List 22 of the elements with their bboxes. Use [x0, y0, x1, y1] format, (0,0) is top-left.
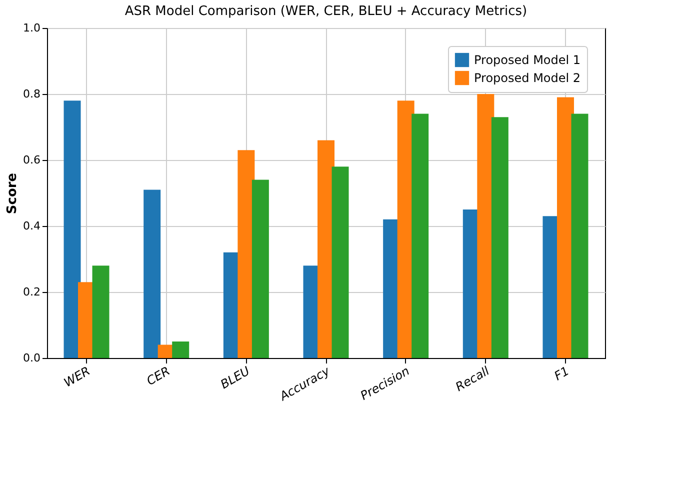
bar — [571, 114, 588, 358]
bar — [64, 100, 81, 358]
y-tick-label: 0.6 — [23, 154, 40, 166]
y-tick-label: 0.8 — [23, 88, 40, 100]
chart-title: ASR Model Comparison (WER, CER, BLEU + Accuracy Metrics) — [124, 4, 528, 19]
bar — [252, 180, 269, 358]
x-tick-label: WER — [61, 364, 93, 390]
bar — [92, 266, 110, 358]
bar — [491, 117, 508, 358]
y-tick-label: 0.0 — [23, 352, 40, 364]
bar — [172, 342, 190, 358]
y-tick-label: 1.0 — [23, 22, 40, 34]
y-tick-label: 0.4 — [23, 220, 40, 232]
x-tick-label: F1 — [552, 364, 572, 384]
y-tick-label: 0.2 — [23, 286, 40, 298]
bar — [144, 190, 161, 358]
bar — [332, 166, 349, 358]
legend-label: Proposed Model 1 — [474, 53, 581, 67]
legend-label: Proposed Model 2 — [474, 71, 581, 85]
y-axis-title: Score — [5, 172, 20, 214]
bar — [412, 114, 429, 358]
x-tick-label: CER — [144, 364, 172, 388]
